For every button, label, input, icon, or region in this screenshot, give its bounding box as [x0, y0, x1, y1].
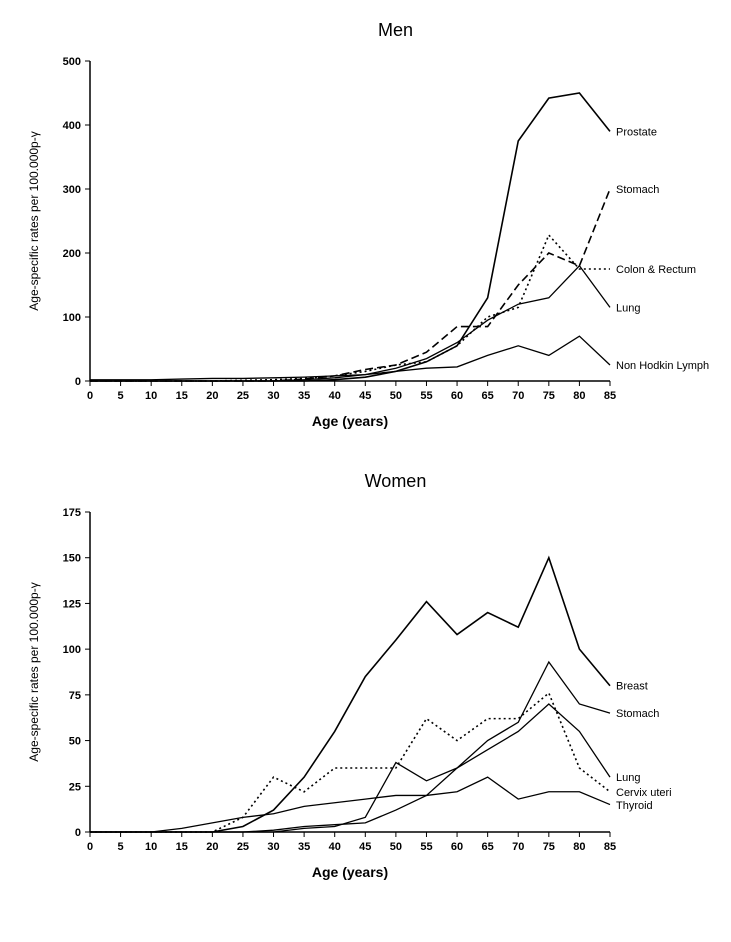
svg-text:25: 25	[237, 841, 249, 853]
svg-text:Prostate: Prostate	[616, 126, 657, 138]
women-chart-title: Women	[80, 471, 711, 492]
svg-text:50: 50	[390, 841, 402, 853]
svg-text:85: 85	[604, 390, 616, 402]
svg-text:55: 55	[420, 841, 432, 853]
svg-text:50: 50	[69, 736, 81, 748]
svg-text:Cervix uteri: Cervix uteri	[616, 787, 672, 799]
women-chart: Women 0 5 10 15 20 25 30 35 40 45 50 55 60 65 70 75 80 85…	[20, 471, 711, 892]
svg-text:0: 0	[75, 827, 81, 839]
svg-text:80: 80	[573, 841, 585, 853]
svg-text:25: 25	[237, 390, 249, 402]
svg-text:30: 30	[267, 390, 279, 402]
svg-text:35: 35	[298, 841, 310, 853]
svg-text:0: 0	[75, 376, 81, 388]
svg-text:45: 45	[359, 390, 371, 402]
chart-container: Men 051015202530354045505560657075808501…	[20, 20, 711, 892]
svg-text:Lung: Lung	[616, 302, 640, 314]
men-chart-title: Men	[80, 20, 711, 41]
svg-text:80: 80	[573, 390, 585, 402]
svg-text:Lung: Lung	[616, 772, 640, 784]
svg-text:75: 75	[543, 841, 555, 853]
svg-text:70: 70	[512, 841, 524, 853]
svg-text:60: 60	[451, 841, 463, 853]
svg-text:40: 40	[329, 841, 341, 853]
svg-text:65: 65	[482, 390, 494, 402]
svg-text:Age (years): Age (years)	[312, 413, 388, 429]
svg-text:55: 55	[420, 390, 432, 402]
svg-text:20: 20	[206, 841, 218, 853]
svg-text:Colon & Rectum: Colon & Rectum	[616, 264, 696, 276]
svg-text:45: 45	[359, 841, 371, 853]
svg-text:35: 35	[298, 390, 310, 402]
svg-text:500: 500	[63, 56, 81, 68]
svg-text:Thyroid: Thyroid	[616, 800, 653, 812]
svg-text:0: 0	[87, 390, 93, 402]
svg-text:100: 100	[63, 644, 81, 656]
svg-text:65: 65	[482, 841, 494, 853]
svg-text:25: 25	[69, 781, 81, 793]
men-chart-svg: 0 5 10 15 20 25 30 35 40 45 50 55 60 65 70 75 80 85 0 100 20…	[20, 51, 730, 441]
men-chart: Men 0 5 10 15 20 25 30 35 40 45 50 55 60 65 70 75 80 85 0 1…	[20, 20, 711, 441]
svg-text:15: 15	[176, 390, 188, 402]
svg-text:70: 70	[512, 390, 524, 402]
svg-text:200: 200	[63, 248, 81, 260]
svg-text:Age (years): Age (years)	[312, 864, 388, 880]
svg-text:Breast: Breast	[616, 681, 648, 693]
women-chart-svg: 0 5 10 15 20 25 30 35 40 45 50 55 60 65 70 75 80 85 0 25 50 7…	[20, 502, 730, 892]
svg-text:Non Hodkin Lymph: Non Hodkin Lymph	[616, 360, 709, 372]
svg-text:300: 300	[63, 184, 81, 196]
svg-text:150: 150	[63, 553, 81, 565]
svg-text:400: 400	[63, 120, 81, 132]
svg-text:Stomach: Stomach	[616, 708, 659, 720]
svg-text:Age-specific rates per 100.000: Age-specific rates per 100.000p-γ	[27, 131, 41, 310]
svg-text:60: 60	[451, 390, 463, 402]
svg-text:0: 0	[87, 841, 93, 853]
svg-text:175: 175	[63, 507, 81, 519]
svg-text:5: 5	[118, 841, 124, 853]
svg-text:40: 40	[329, 390, 341, 402]
svg-text:125: 125	[63, 598, 81, 610]
svg-text:100: 100	[63, 312, 81, 324]
svg-text:Stomach: Stomach	[616, 184, 659, 196]
svg-text:30: 30	[267, 841, 279, 853]
svg-text:85: 85	[604, 841, 616, 853]
svg-text:5: 5	[118, 390, 124, 402]
svg-text:20: 20	[206, 390, 218, 402]
svg-text:15: 15	[176, 841, 188, 853]
svg-text:10: 10	[145, 390, 157, 402]
svg-text:50: 50	[390, 390, 402, 402]
svg-text:Age-specific rates per 100.000: Age-specific rates per 100.000p-γ	[27, 582, 41, 761]
svg-text:75: 75	[543, 390, 555, 402]
svg-text:10: 10	[145, 841, 157, 853]
svg-text:75: 75	[69, 690, 81, 702]
